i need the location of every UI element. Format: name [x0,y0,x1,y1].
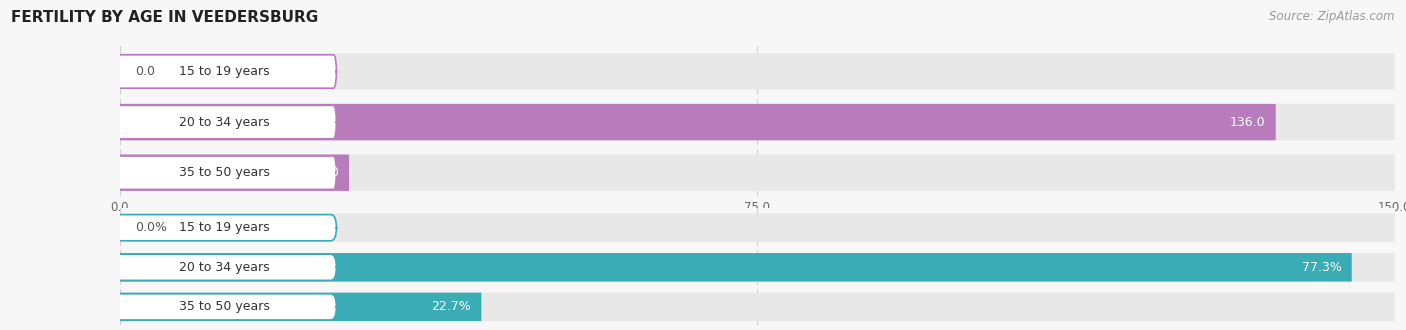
FancyBboxPatch shape [120,253,1395,281]
Text: 15 to 19 years: 15 to 19 years [180,65,270,78]
Text: 20 to 34 years: 20 to 34 years [180,115,270,129]
Text: 0.0%: 0.0% [135,221,167,234]
FancyBboxPatch shape [120,293,1395,321]
Text: 77.3%: 77.3% [1302,261,1341,274]
FancyBboxPatch shape [112,294,336,320]
Text: 35 to 50 years: 35 to 50 years [180,166,270,179]
Text: 35 to 50 years: 35 to 50 years [180,300,270,314]
FancyBboxPatch shape [120,214,1395,242]
Text: 0.0: 0.0 [135,65,155,78]
FancyBboxPatch shape [120,154,1395,191]
Text: 15 to 19 years: 15 to 19 years [180,221,270,234]
FancyBboxPatch shape [112,254,336,280]
Text: 22.7%: 22.7% [432,300,471,314]
FancyBboxPatch shape [120,154,349,191]
FancyBboxPatch shape [120,104,1275,140]
FancyBboxPatch shape [112,55,336,88]
Text: 20 to 34 years: 20 to 34 years [180,261,270,274]
Text: Source: ZipAtlas.com: Source: ZipAtlas.com [1270,10,1395,23]
FancyBboxPatch shape [120,53,1395,90]
Text: 27.0: 27.0 [311,166,339,179]
FancyBboxPatch shape [120,293,481,321]
FancyBboxPatch shape [120,253,1351,281]
Text: 136.0: 136.0 [1230,115,1265,129]
FancyBboxPatch shape [112,105,336,139]
Text: FERTILITY BY AGE IN VEEDERSBURG: FERTILITY BY AGE IN VEEDERSBURG [11,10,319,25]
FancyBboxPatch shape [112,214,336,241]
FancyBboxPatch shape [120,104,1395,140]
FancyBboxPatch shape [112,156,336,189]
